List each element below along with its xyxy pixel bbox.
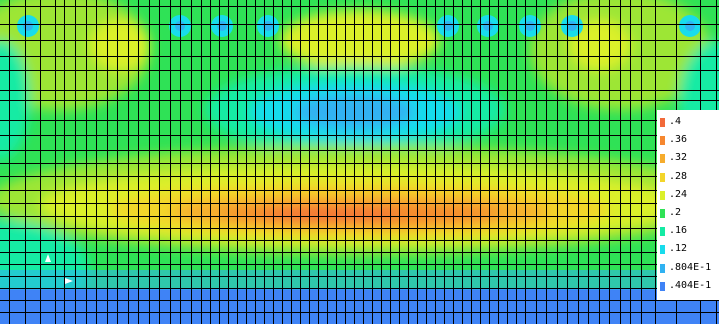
legend-swatch xyxy=(660,245,665,255)
legend-swatch xyxy=(660,281,665,291)
legend-swatch xyxy=(660,154,665,164)
legend-entry: .16 xyxy=(657,225,719,237)
legend-label: .804E-1 xyxy=(669,261,712,273)
legend-swatch xyxy=(660,136,665,146)
legend-swatch xyxy=(660,118,665,127)
top-marker-core xyxy=(443,21,453,31)
legend-entry: .404E-1 xyxy=(657,280,719,292)
legend-entry: .4 xyxy=(657,116,719,128)
legend-label: .24 xyxy=(669,188,688,200)
boundary-marker-up-icon xyxy=(45,254,51,262)
legend-swatch xyxy=(660,190,665,200)
field-lower-transition xyxy=(0,270,719,290)
legend-label: .404E-1 xyxy=(669,279,712,291)
legend-label: .28 xyxy=(669,170,688,182)
top-marker-core xyxy=(263,21,273,31)
legend-label: .36 xyxy=(669,134,688,146)
contour-legend: .4 .36 .32 .28 .24 .2 .16 .12 .804E-1 .404E-1 xyxy=(657,110,719,300)
legend-label: .16 xyxy=(669,225,688,237)
legend-label: .2 xyxy=(669,207,682,218)
legend-label: .32 xyxy=(669,152,688,164)
legend-swatch xyxy=(660,172,665,182)
legend-label: .12 xyxy=(669,243,688,255)
legend-swatch xyxy=(660,227,665,237)
legend-entry: .804E-1 xyxy=(657,262,719,274)
top-marker-core xyxy=(525,21,535,31)
legend-entry: .32 xyxy=(657,152,719,164)
legend-swatch xyxy=(660,263,665,273)
legend-entry: .28 xyxy=(657,171,719,183)
top-marker-core xyxy=(23,21,33,31)
legend-label: .4 xyxy=(669,116,682,127)
legend-entry: .2 xyxy=(657,207,719,219)
legend-entry: .36 xyxy=(657,134,719,146)
legend-entry: .12 xyxy=(657,243,719,255)
legend-entry: .24 xyxy=(657,189,719,201)
top-marker-core xyxy=(483,21,493,31)
legend-swatch xyxy=(660,209,665,218)
top-marker-core xyxy=(217,21,227,31)
top-marker-core xyxy=(685,21,695,31)
top-marker-core xyxy=(567,21,577,31)
boundary-marker-right-icon xyxy=(65,278,73,284)
